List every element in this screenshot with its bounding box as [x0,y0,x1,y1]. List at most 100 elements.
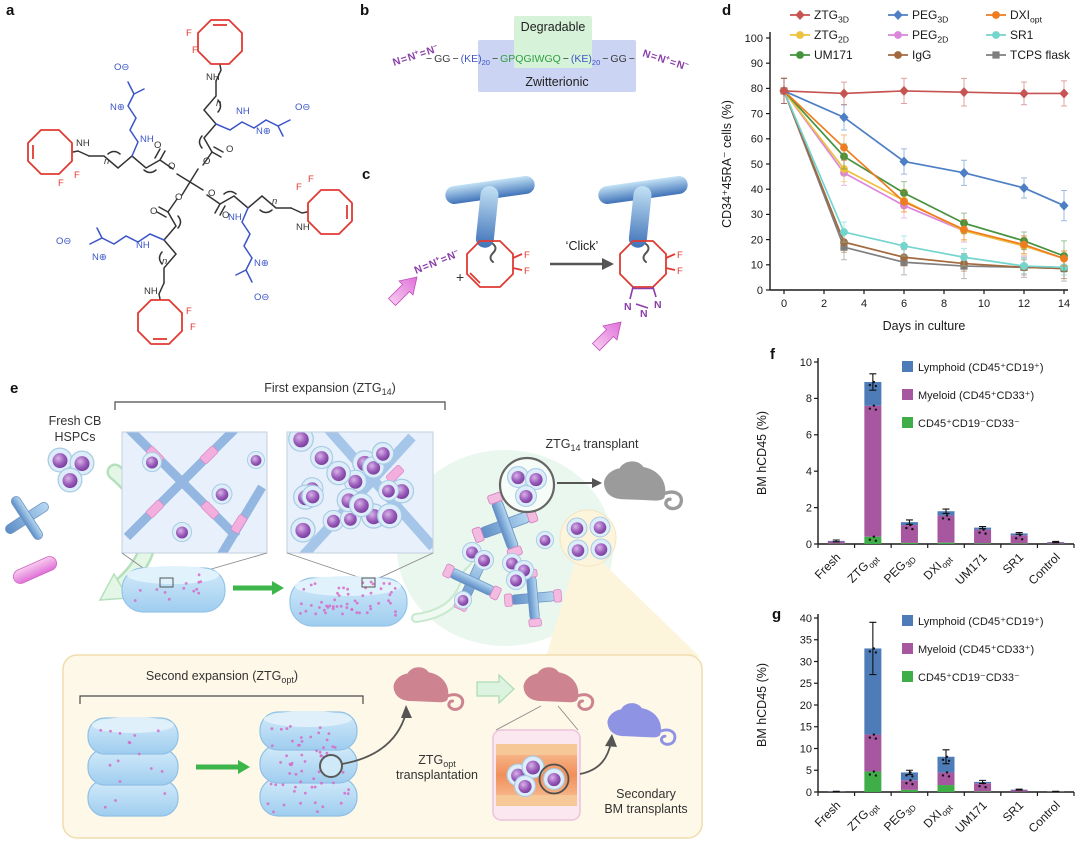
category-label: DXIopt [921,798,956,833]
bar-segment [900,525,918,543]
cell [348,492,374,518]
data-point-dot [874,539,878,542]
x-tick-label: 10 [978,298,990,310]
error-bar [832,539,840,543]
cell-dot [337,594,341,597]
cell-dot [304,609,308,613]
data-point-dot [868,736,872,739]
bar-segment [1010,543,1028,544]
cell-dot [182,586,186,590]
y-tick-label: 40 [800,613,812,625]
category-label: ZTGopt [845,798,882,835]
magnifier-lines-2 [286,552,434,580]
marker-circle [894,51,902,59]
bar-segment [937,772,955,786]
zoom-region-box [159,577,174,588]
y-tick-label: 30 [751,209,763,221]
data-point-dot [911,783,914,786]
cell-dot [299,736,303,739]
fresh-cells [47,447,95,493]
marker-diamond [839,88,849,99]
carboxylate-o: O⊖ [254,292,269,303]
cell-dot [299,612,302,615]
squiggle-bond [489,243,497,263]
cell-dot [316,810,319,813]
amide-nh-blue: NH [228,212,242,223]
cell-dot [337,586,341,590]
secondary-label-line1: Secondary [616,787,677,801]
data-point-dot [984,532,987,535]
marker-diamond [1059,88,1069,99]
second-expansion-title: Second expansion (ZTGopt) [146,669,298,685]
data-point-dot [868,773,872,776]
bar-chart-primary-engraftment: 0 2 4 6 8 10 BM hCD45 (%) Fresh ZTGopt PEG3D DXIop… [730,338,1080,598]
marker-diamond [779,85,789,96]
secondary-transplant-arrow [579,734,617,775]
expansion-arrow-1 [233,581,284,595]
svg-text:N=N+=N−: N=N+=N− [413,248,461,277]
cell-dot [282,803,286,807]
axes [769,32,1068,291]
amide-nh: NH [144,286,158,297]
marker-square [992,51,1000,59]
cell-dot [314,612,318,616]
cell-dot [368,604,372,608]
bar-segment [900,542,918,544]
y-tick-label: 50 [751,159,763,171]
second-expansion-bracket [79,695,364,704]
reaction-arrow [550,258,614,270]
y-tick-label: 0 [806,539,812,551]
y-tick-label: 6 [806,430,812,442]
y-tick-label: 20 [800,700,812,712]
bar-segment [864,405,882,537]
marker-circle [840,228,848,236]
data-point-dot [872,733,876,736]
marker-diamond [795,10,805,20]
cell-dot [333,746,337,749]
y-tick-label: 5 [806,765,812,777]
amide-nh-blue: NH [236,106,250,117]
cell-dot [388,582,391,586]
expansion-transplant-schematic: Fresh CB HSPCs First expansion (ZTG14) [0,381,703,839]
expansion-arrow-2 [196,760,250,774]
cell-dot [313,582,317,585]
x-axis-label: Days in culture [883,319,966,333]
cell-dot [300,740,304,743]
cell-dot [350,608,354,611]
cell-dot [127,740,131,744]
legend-label: CD45⁺CD19⁻CD33⁻ [918,418,1020,430]
category-label: Fresh [812,798,844,830]
legend-label: Myeloid (CD45⁺CD33⁺) [918,644,1034,656]
bar-segment [864,382,882,406]
cell-dot [138,589,142,592]
legend-label: UM171 [814,48,853,62]
data-point-dot [874,651,878,654]
fluorine: F [524,250,530,261]
cell-dot [118,732,122,735]
legend-swatch [902,643,913,654]
panel-label-d: d [722,2,732,19]
cell-dot [302,587,306,591]
data-point-dot [982,782,985,785]
y-tick-label: 35 [800,635,812,647]
legend-label: ZTG3D [814,8,849,24]
data-point-dot [1018,534,1022,537]
cell-dot [99,728,103,732]
bar-segment [937,756,955,773]
data-point-dot [868,538,872,541]
cell-dot [300,753,304,757]
y-tick-label: 90 [751,58,763,70]
atom-o: O [208,188,215,199]
y-tick-label: 10 [800,357,812,369]
legend-swatch [902,361,913,372]
cell-dot [197,580,201,584]
data-point-dot [905,526,908,530]
cell-dot [300,602,303,606]
transplant-arrow [557,478,602,488]
carboxylate-o: O⊖ [114,62,129,73]
amide-nh: NH [296,222,310,233]
cell-dot [327,732,331,735]
cell-dot [309,583,313,587]
legend-swatch [902,417,913,428]
data-point-dot [978,785,981,788]
